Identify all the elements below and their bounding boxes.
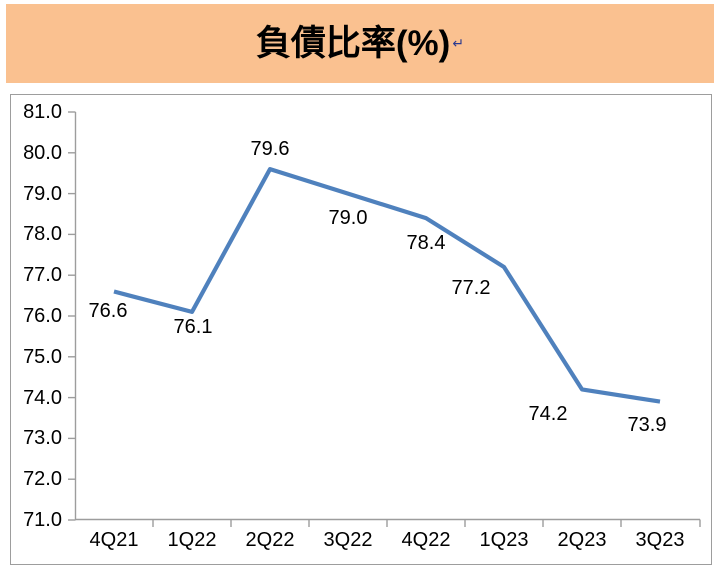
- x-tick-label: 3Q23: [635, 529, 685, 551]
- page-title: 負債比率(%): [255, 24, 451, 63]
- chart-frame: [10, 94, 712, 565]
- y-tick-label: 77.0: [23, 264, 62, 286]
- x-tick-label: 2Q22: [245, 529, 295, 551]
- data-point-label: 76.6: [88, 300, 128, 322]
- data-point-label: 73.9: [627, 414, 667, 436]
- y-tick-label: 80.0: [23, 142, 62, 164]
- y-tick-label: 81.0: [23, 101, 62, 123]
- y-tick-label: 71.0: [23, 509, 62, 531]
- data-point-label: 74.2: [528, 403, 568, 425]
- x-tick-label: 4Q21: [89, 529, 139, 551]
- y-tick-label: 76.0: [23, 305, 62, 327]
- chart-title-banner: 負債比率(%) ↵: [6, 4, 714, 83]
- y-tick-label: 72.0: [23, 468, 62, 490]
- x-tick-label: 1Q22: [167, 529, 217, 551]
- y-tick-label: 78.0: [23, 223, 62, 245]
- y-tick-label: 79.0: [23, 183, 62, 205]
- y-tick-label: 74.0: [23, 387, 62, 409]
- x-tick-label: 2Q23: [557, 529, 607, 551]
- data-point-label: 76.1: [173, 316, 213, 338]
- data-point-label: 79.0: [328, 207, 368, 229]
- y-tick-label: 73.0: [23, 427, 62, 449]
- x-tick-label: 3Q22: [323, 529, 373, 551]
- y-tick-label: 75.0: [23, 346, 62, 368]
- x-tick-label: 1Q23: [479, 529, 529, 551]
- data-point-label: 78.4: [406, 232, 446, 254]
- data-point-label: 77.2: [451, 277, 491, 299]
- data-point-label: 79.6: [250, 138, 290, 160]
- x-tick-label: 4Q22: [401, 529, 451, 551]
- paragraph-return-mark: ↵: [452, 35, 465, 51]
